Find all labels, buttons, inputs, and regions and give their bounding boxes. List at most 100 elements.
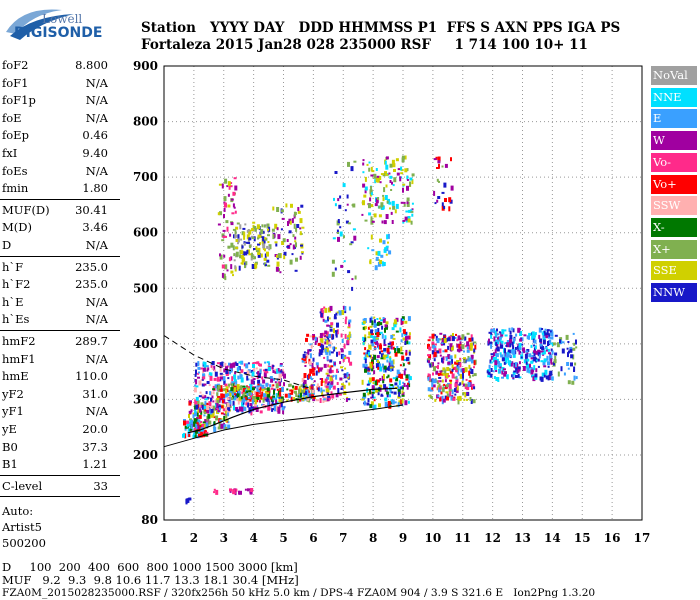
trace-curves xyxy=(163,335,404,448)
echo-point xyxy=(232,228,236,231)
echo-point xyxy=(367,336,371,339)
echo-point xyxy=(544,328,547,331)
echo-point xyxy=(379,366,383,372)
echo-point xyxy=(392,385,395,390)
echo-point xyxy=(214,371,218,377)
echo-point xyxy=(432,384,436,388)
echo-point xyxy=(214,369,216,372)
echo-point xyxy=(326,369,330,373)
echo-point xyxy=(383,248,387,253)
echo-point xyxy=(512,328,515,333)
echo-point xyxy=(383,187,386,193)
echo-point xyxy=(182,433,185,438)
param-row-b1: B1 1.21 xyxy=(2,455,108,473)
echo-point xyxy=(526,335,529,340)
echo-point xyxy=(240,370,243,373)
echo-point xyxy=(379,384,383,388)
echo-point xyxy=(469,397,472,401)
echo-point xyxy=(549,330,552,333)
param-value: 289.7 xyxy=(75,334,108,348)
echo-point xyxy=(500,333,504,337)
echo-point xyxy=(375,363,379,369)
echo-point xyxy=(460,368,463,373)
echo-point xyxy=(498,363,501,367)
echo-point xyxy=(379,176,382,180)
echo-point xyxy=(534,345,537,350)
echo-point xyxy=(362,318,365,321)
echo-point xyxy=(395,375,398,378)
echo-point xyxy=(379,351,381,355)
echo-point xyxy=(454,393,457,396)
echo-point xyxy=(391,399,395,405)
echo-point xyxy=(336,311,340,314)
echo-point xyxy=(547,365,550,368)
echo-point xyxy=(203,361,207,367)
echo-point xyxy=(392,163,396,168)
echo-point xyxy=(549,339,552,344)
echo-point xyxy=(501,376,504,379)
echo-point xyxy=(377,328,380,333)
echo-point xyxy=(346,356,350,359)
echo-point xyxy=(245,363,249,369)
echo-point xyxy=(378,363,382,369)
echo-point xyxy=(372,382,375,385)
echo-point xyxy=(368,377,372,383)
echo-point xyxy=(518,376,522,379)
echo-point xyxy=(408,209,412,213)
echo-point xyxy=(286,239,289,242)
echo-point xyxy=(300,392,302,398)
echo-point xyxy=(401,157,405,163)
echo-point xyxy=(551,343,554,347)
echo-point xyxy=(398,391,401,397)
echo-point xyxy=(264,248,266,252)
echo-point xyxy=(334,203,337,207)
echo-point xyxy=(319,378,322,380)
echo-point xyxy=(344,306,347,311)
echo-point xyxy=(429,394,432,399)
param-value: 235.0 xyxy=(75,277,108,292)
echo-point xyxy=(307,392,310,398)
echo-point xyxy=(252,387,255,391)
echo-point xyxy=(239,374,243,380)
echo-point xyxy=(397,348,401,354)
echo-point xyxy=(348,350,352,355)
echo-point xyxy=(202,403,206,408)
echo-point xyxy=(281,209,284,213)
echo-point xyxy=(428,358,430,364)
param-value: 8.800 xyxy=(75,58,108,72)
echo-point xyxy=(321,308,324,313)
echo-point xyxy=(392,377,396,380)
echo-point xyxy=(504,371,507,375)
echo-point xyxy=(472,374,474,377)
echo-point xyxy=(230,270,234,274)
echo-point xyxy=(495,347,498,351)
echo-point xyxy=(404,368,407,371)
echo-point xyxy=(291,390,294,394)
echo-point xyxy=(224,202,227,208)
panel-separator xyxy=(0,330,120,331)
echo-point xyxy=(374,335,377,338)
echo-point xyxy=(383,384,387,390)
legend-item-x: X- xyxy=(651,217,697,237)
echo-point xyxy=(445,356,448,361)
echo-point xyxy=(325,346,328,349)
echo-point xyxy=(205,365,209,368)
echo-point xyxy=(311,388,315,393)
echo-point xyxy=(263,369,265,372)
echo-point xyxy=(428,377,431,382)
echo-point xyxy=(188,414,190,418)
echo-point xyxy=(468,337,472,342)
echo-point xyxy=(195,362,198,367)
echo-point xyxy=(490,355,494,360)
echo-point xyxy=(294,390,297,394)
echo-point xyxy=(406,175,409,180)
echo-point xyxy=(468,380,472,384)
echo-point xyxy=(297,395,300,398)
echo-point xyxy=(508,354,512,358)
echo-point xyxy=(232,489,236,495)
echo-point xyxy=(195,385,199,388)
echo-point xyxy=(560,366,563,372)
echo-point xyxy=(403,383,406,387)
echo-point xyxy=(567,367,570,370)
echo-point xyxy=(246,399,250,405)
